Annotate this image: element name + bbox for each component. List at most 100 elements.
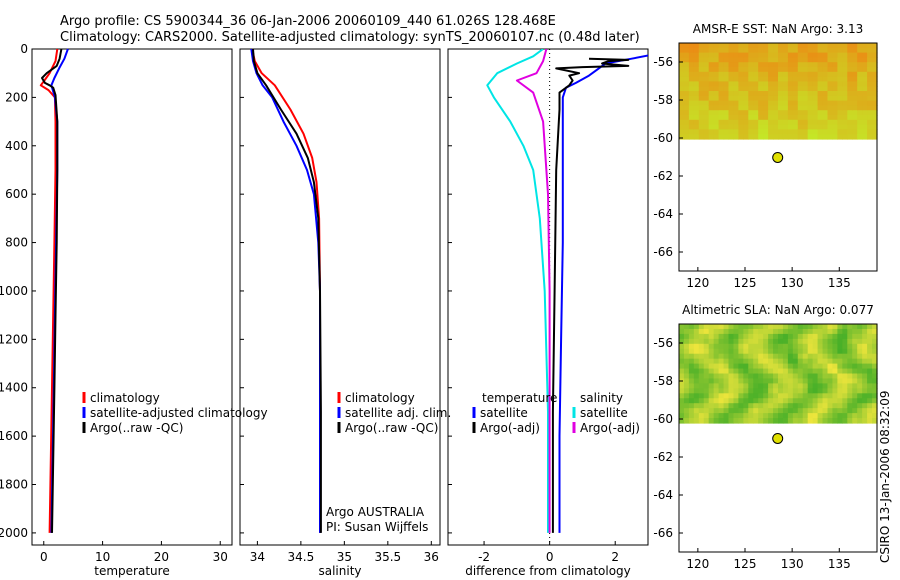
- sla-map-cell: [713, 348, 720, 355]
- sst-map-cell: [847, 110, 853, 116]
- sla-map-cell: [773, 418, 779, 424]
- sla-map-cell: [773, 393, 779, 399]
- sla-map-cell: [867, 358, 873, 365]
- sla-map-cell: [792, 418, 799, 424]
- sst-map-cell: [817, 67, 824, 73]
- sst-map-cell: [822, 95, 829, 102]
- sst-map-cell: [817, 62, 824, 68]
- sla-map-cell: [738, 413, 744, 419]
- sst-map-cell: [703, 91, 710, 97]
- sst-map-cell: [867, 124, 873, 130]
- sla-map-cell: [728, 358, 735, 365]
- sla-map-cell: [733, 403, 739, 409]
- sst-map-cell: [857, 95, 863, 102]
- sla-map-cell: [812, 324, 819, 330]
- sla-map-cell: [807, 418, 814, 424]
- sla-map-cell: [842, 368, 848, 375]
- sst-map-cell: [857, 86, 863, 92]
- sla-map-cell: [817, 398, 824, 404]
- sst-map-cell: [718, 47, 725, 54]
- sst-map-cell: [713, 76, 720, 82]
- sst-map-cell: [837, 43, 843, 49]
- sst-map-cell: [773, 115, 779, 121]
- sst-map-cell: [847, 129, 853, 135]
- sla-map-ytick-label: -62: [653, 450, 673, 464]
- sst-map-cell: [698, 105, 705, 111]
- sla-map-cell: [703, 348, 710, 355]
- sst-map-cell: [738, 62, 744, 68]
- sla-map-cell: [832, 353, 838, 360]
- sst-map-cell: [713, 91, 720, 97]
- sst-map-cell: [708, 52, 715, 58]
- sla-map-cell: [857, 398, 863, 404]
- sst-map-cell: [743, 67, 749, 73]
- sst-map-cell: [773, 134, 779, 140]
- sla-map-cell: [758, 408, 764, 414]
- sla-map-cell: [773, 388, 779, 394]
- sla-map-cell: [792, 393, 799, 399]
- sst-map-cell: [753, 134, 759, 140]
- sla-map-cell: [748, 338, 754, 345]
- sst-map-cell: [753, 91, 759, 97]
- sst-map-cell: [872, 124, 878, 130]
- sla-map-cell: [763, 358, 769, 365]
- sla-map-cell: [773, 358, 779, 365]
- sst-map-cell: [679, 129, 685, 135]
- sla-map-cell: [872, 373, 878, 380]
- sla-map-cell: [852, 403, 858, 409]
- sla-map-cell: [679, 408, 685, 414]
- sla-map-cell: [867, 338, 873, 345]
- sst-map-cell: [763, 119, 769, 126]
- sst-map-cell: [683, 71, 690, 78]
- sla-map-cell: [812, 418, 819, 424]
- sla-map-cell: [693, 383, 700, 389]
- sla-map-cell: [872, 348, 878, 355]
- sst-map-cell: [698, 115, 705, 121]
- sla-map-cell: [688, 378, 695, 384]
- sla-map-cell: [778, 348, 784, 355]
- sst-map-cell: [792, 100, 799, 106]
- sst-map-cell: [792, 119, 799, 126]
- salinity-xtick-label: 35: [337, 550, 352, 564]
- sst-map-cell: [688, 86, 695, 92]
- sla-map-cell: [773, 408, 779, 414]
- sst-map-cell: [847, 57, 853, 63]
- sla-map-cell: [743, 348, 749, 355]
- sst-map-cell: [787, 76, 794, 82]
- sst-map-cell: [743, 110, 749, 116]
- sla-map-heatmap: [679, 324, 878, 424]
- sst-map-cell: [852, 67, 858, 73]
- sst-map-cell: [787, 81, 794, 87]
- sst-map-cell: [748, 71, 754, 78]
- sla-map-cell: [773, 353, 779, 360]
- sst-map-cell: [807, 57, 814, 63]
- sst-map-cell: [778, 105, 784, 111]
- sst-map-cell: [832, 57, 838, 63]
- sst-map-cell: [827, 62, 834, 68]
- salinity-series-1-line: [251, 48, 321, 533]
- sla-map-cell: [807, 378, 814, 384]
- sla-map-cell: [679, 358, 685, 365]
- sst-map-cell: [738, 57, 744, 63]
- sst-map-cell: [763, 71, 769, 78]
- sst-map-cell: [758, 100, 764, 106]
- sst-map-cell: [748, 67, 754, 73]
- sst-map-cell: [693, 115, 700, 121]
- sst-map-cell: [857, 100, 863, 106]
- sla-map-cell: [787, 348, 794, 355]
- sst-map-cell: [832, 67, 838, 73]
- sst-map-cell: [708, 62, 715, 68]
- sst-map-cell: [792, 47, 799, 54]
- sst-map-cell: [733, 91, 739, 97]
- sla-map-cell: [872, 388, 878, 394]
- sla-map-cell: [773, 383, 779, 389]
- sst-map-heatmap: [679, 43, 878, 140]
- sla-map-cell: [713, 378, 720, 384]
- sst-map-cell: [708, 91, 715, 97]
- sla-map-cell: [812, 373, 819, 380]
- sst-map-cell: [827, 91, 834, 97]
- sst-map-cell: [688, 119, 695, 126]
- sla-map-cell: [698, 373, 705, 380]
- difference-legend-label: Argo(-adj): [580, 421, 640, 435]
- sst-map-cell: [708, 110, 715, 116]
